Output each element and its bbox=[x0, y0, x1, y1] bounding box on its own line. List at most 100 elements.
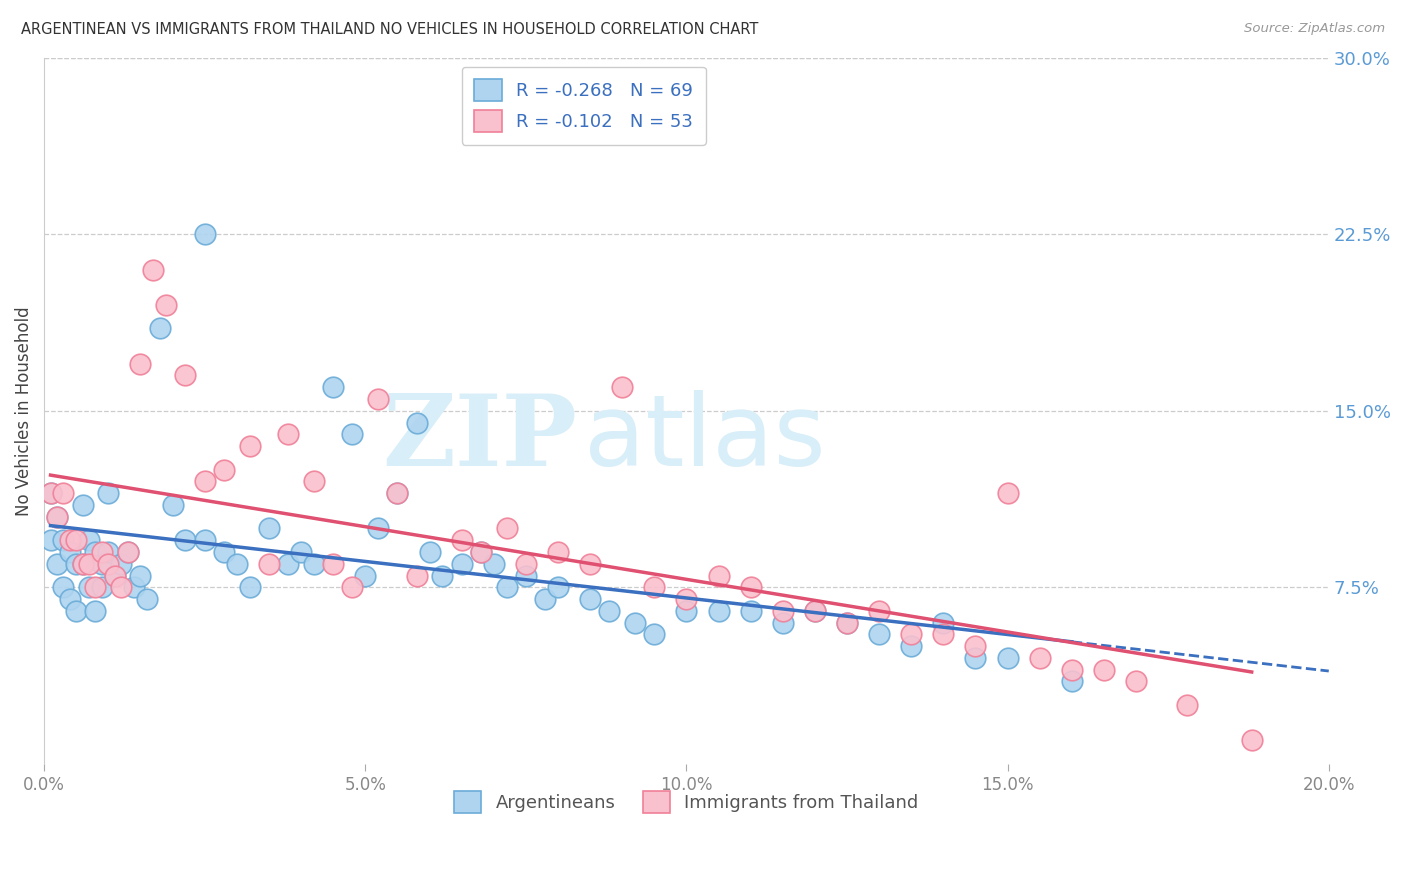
Point bbox=[342, 427, 364, 442]
Point bbox=[122, 580, 145, 594]
Point bbox=[450, 533, 472, 548]
Point bbox=[212, 545, 235, 559]
Point bbox=[997, 651, 1019, 665]
Point bbox=[707, 568, 730, 582]
Point bbox=[155, 298, 177, 312]
Point bbox=[534, 592, 557, 607]
Point bbox=[239, 580, 262, 594]
Point bbox=[302, 475, 325, 489]
Point bbox=[675, 604, 697, 618]
Point bbox=[225, 557, 247, 571]
Point bbox=[598, 604, 620, 618]
Text: ARGENTINEAN VS IMMIGRANTS FROM THAILAND NO VEHICLES IN HOUSEHOLD CORRELATION CHA: ARGENTINEAN VS IMMIGRANTS FROM THAILAND … bbox=[21, 22, 758, 37]
Point bbox=[84, 545, 107, 559]
Point bbox=[772, 615, 794, 630]
Point bbox=[212, 462, 235, 476]
Point bbox=[470, 545, 492, 559]
Point bbox=[39, 486, 62, 500]
Point bbox=[65, 604, 87, 618]
Point bbox=[932, 627, 955, 641]
Point bbox=[174, 368, 197, 383]
Point bbox=[515, 557, 537, 571]
Point bbox=[104, 568, 127, 582]
Point bbox=[59, 533, 82, 548]
Point bbox=[117, 545, 139, 559]
Point bbox=[322, 557, 344, 571]
Point bbox=[97, 486, 120, 500]
Point bbox=[740, 604, 762, 618]
Point bbox=[835, 615, 858, 630]
Point bbox=[290, 545, 312, 559]
Point bbox=[77, 580, 100, 594]
Point bbox=[387, 486, 409, 500]
Point bbox=[257, 521, 280, 535]
Point bbox=[277, 427, 299, 442]
Point bbox=[900, 627, 922, 641]
Point bbox=[110, 557, 132, 571]
Point bbox=[39, 486, 62, 500]
Point bbox=[965, 639, 987, 653]
Point bbox=[450, 557, 472, 571]
Point bbox=[135, 592, 157, 607]
Point bbox=[110, 580, 132, 594]
Point bbox=[142, 262, 165, 277]
Point bbox=[482, 557, 505, 571]
Point bbox=[1177, 698, 1199, 712]
Point bbox=[84, 604, 107, 618]
Point bbox=[997, 486, 1019, 500]
Point bbox=[579, 557, 602, 571]
Point bbox=[97, 545, 120, 559]
Point bbox=[65, 533, 87, 548]
Point bbox=[624, 615, 647, 630]
Point bbox=[495, 521, 517, 535]
Point bbox=[52, 533, 75, 548]
Text: Source: ZipAtlas.com: Source: ZipAtlas.com bbox=[1244, 22, 1385, 36]
Point bbox=[643, 580, 665, 594]
Point bbox=[39, 533, 62, 548]
Point bbox=[418, 545, 440, 559]
Point bbox=[52, 580, 75, 594]
Point bbox=[1092, 663, 1115, 677]
Point bbox=[97, 557, 120, 571]
Point bbox=[239, 439, 262, 453]
Point bbox=[804, 604, 827, 618]
Point bbox=[65, 557, 87, 571]
Point bbox=[194, 475, 217, 489]
Point bbox=[432, 568, 454, 582]
Point bbox=[90, 545, 112, 559]
Point bbox=[579, 592, 602, 607]
Point bbox=[868, 627, 890, 641]
Point bbox=[965, 651, 987, 665]
Point bbox=[72, 498, 94, 512]
Point bbox=[46, 557, 69, 571]
Point bbox=[900, 639, 922, 653]
Point bbox=[643, 627, 665, 641]
Point bbox=[515, 568, 537, 582]
Point bbox=[707, 604, 730, 618]
Point bbox=[342, 580, 364, 594]
Point bbox=[59, 545, 82, 559]
Point bbox=[194, 227, 217, 242]
Point bbox=[322, 380, 344, 394]
Point bbox=[547, 545, 569, 559]
Point bbox=[72, 557, 94, 571]
Point bbox=[1240, 733, 1263, 747]
Point bbox=[174, 533, 197, 548]
Point bbox=[72, 557, 94, 571]
Legend: Argentineans, Immigrants from Thailand: Argentineans, Immigrants from Thailand bbox=[441, 778, 931, 825]
Point bbox=[495, 580, 517, 594]
Point bbox=[932, 615, 955, 630]
Point bbox=[804, 604, 827, 618]
Point bbox=[194, 533, 217, 548]
Point bbox=[104, 568, 127, 582]
Point bbox=[162, 498, 184, 512]
Point bbox=[84, 580, 107, 594]
Point bbox=[772, 604, 794, 618]
Point bbox=[302, 557, 325, 571]
Point bbox=[405, 416, 427, 430]
Point bbox=[129, 568, 152, 582]
Point bbox=[405, 568, 427, 582]
Point bbox=[257, 557, 280, 571]
Point bbox=[77, 533, 100, 548]
Point bbox=[59, 592, 82, 607]
